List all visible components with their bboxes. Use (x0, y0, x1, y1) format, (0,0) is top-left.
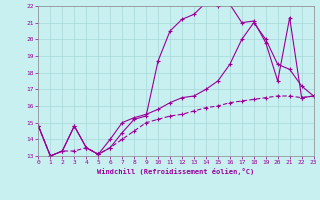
X-axis label: Windchill (Refroidissement éolien,°C): Windchill (Refroidissement éolien,°C) (97, 168, 255, 175)
